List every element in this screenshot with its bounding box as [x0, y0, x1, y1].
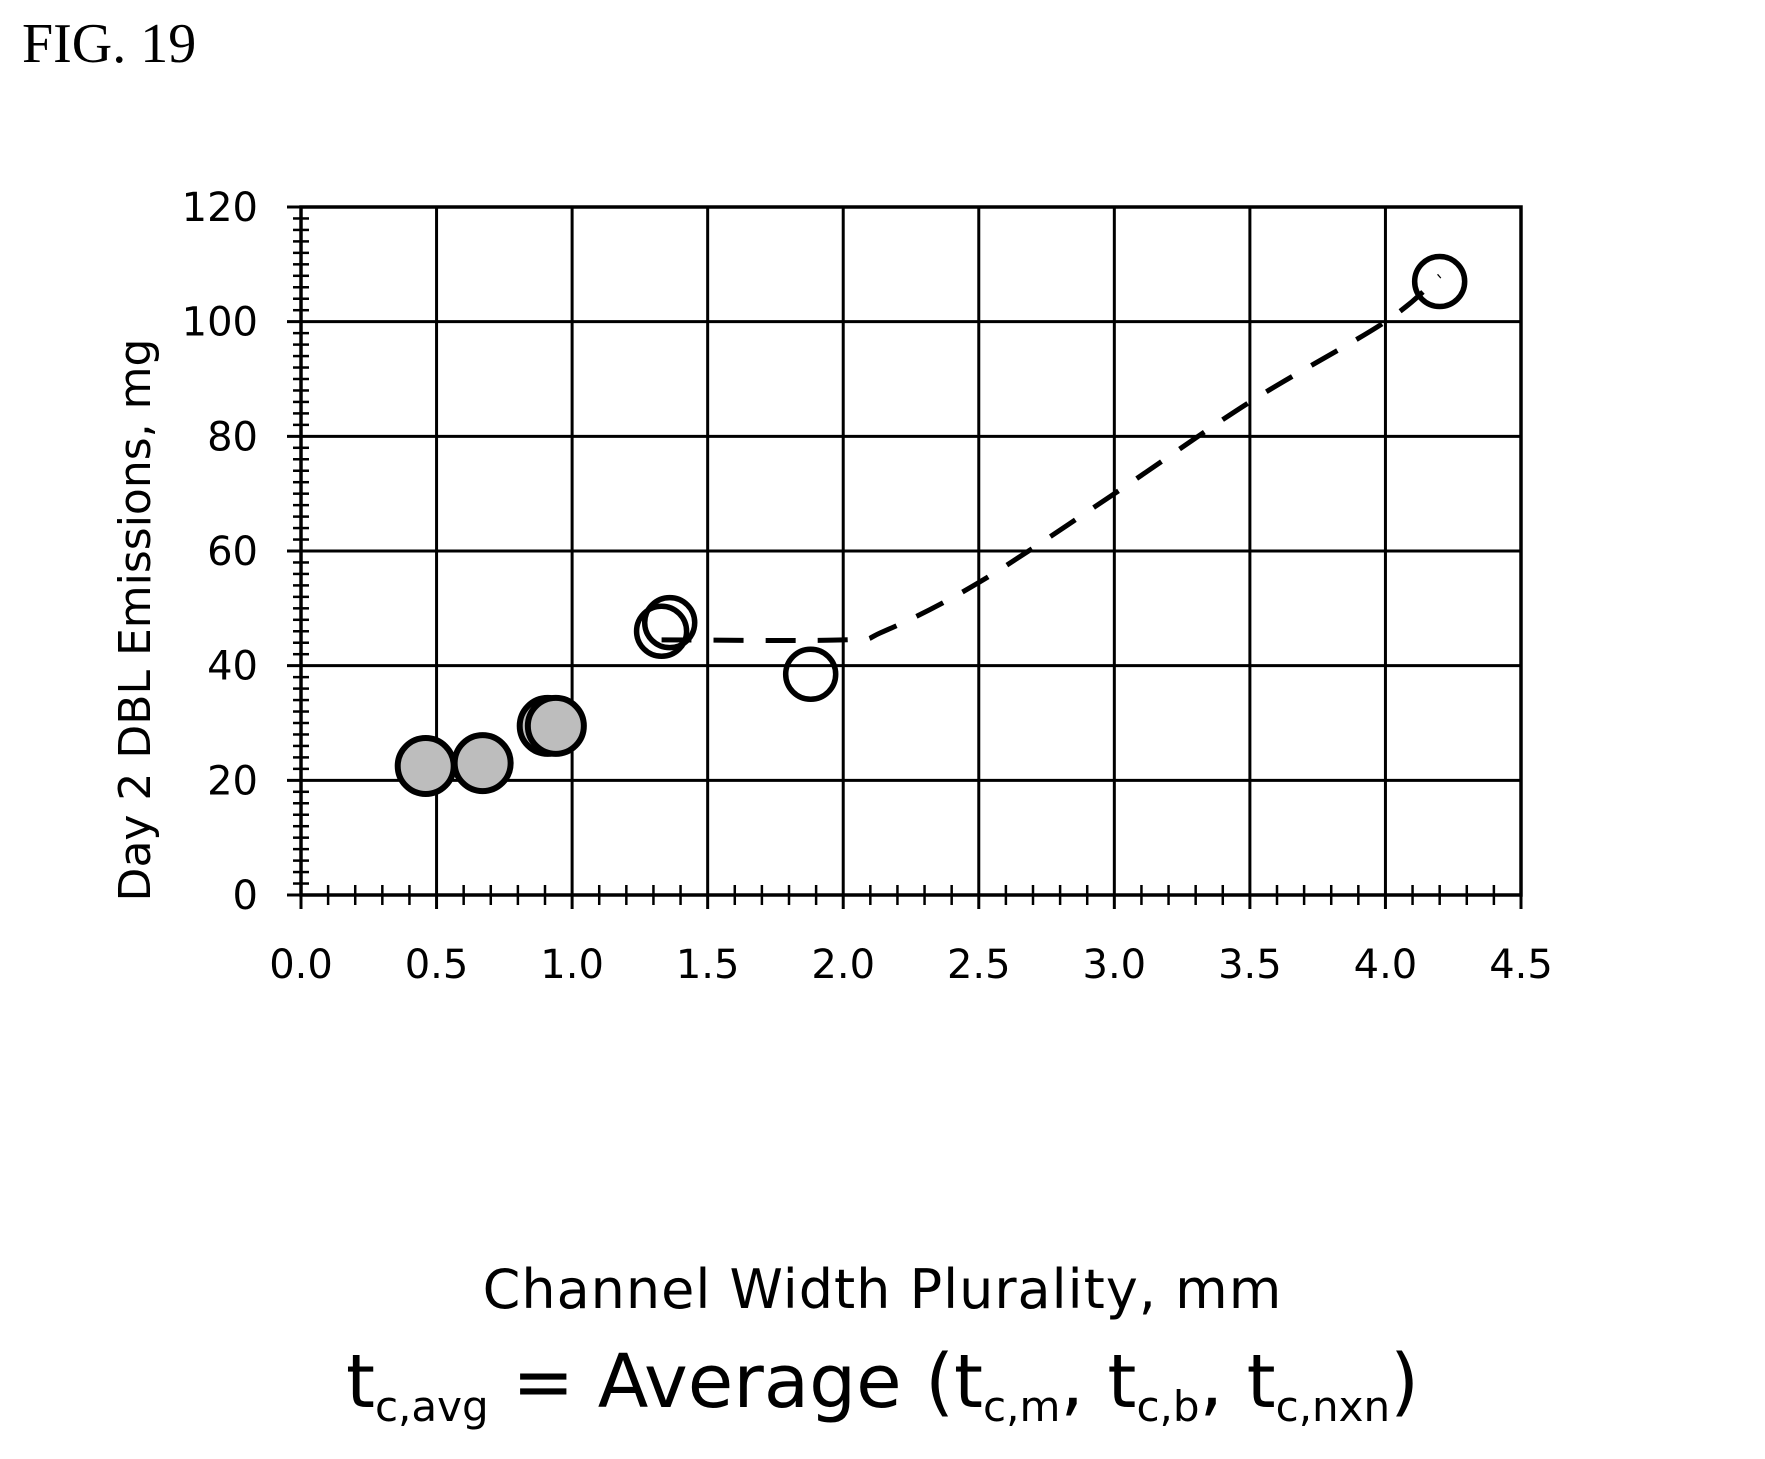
y-tick-label: 100	[182, 300, 258, 346]
y-tick-label: 0	[233, 873, 258, 919]
x-tick-label: 0.0	[269, 942, 333, 988]
data-points	[394, 253, 1468, 797]
open-data-point	[1411, 253, 1468, 310]
chart-grid	[287, 205, 1523, 909]
scatter-chart: 0.0 0.5 1.0 1.5 2.0 2.5 3.0 3.5 4.0 4.5 0 20 40 60 80…	[110, 185, 1553, 988]
x-tick-label: 1.0	[540, 942, 604, 988]
y-axis-title: Day 2 DBL Emissions, mg	[110, 339, 161, 902]
formula-separator-1: ,	[1060, 1339, 1108, 1425]
x-tick-label: 1.5	[676, 942, 740, 988]
open-data-point	[633, 603, 690, 660]
trend-line-layer	[661, 273, 1442, 644]
filled-data-point	[394, 735, 457, 797]
x-axis-title: Channel Width Plurality, mm	[482, 1258, 1283, 1321]
plot-frame	[299, 205, 1523, 897]
x-tick-label: 2.5	[947, 942, 1011, 988]
x-tick-label: 3.5	[1218, 942, 1282, 988]
formula-term-2-subscript: c,b	[1136, 1382, 1200, 1431]
y-tick-label: 40	[207, 644, 258, 690]
formula-term-1-subscript: c,m	[983, 1382, 1061, 1431]
formula-term-3: t	[1246, 1339, 1276, 1425]
formula-term-3-subscript: c,nxn	[1275, 1382, 1391, 1431]
figure-label: FIG. 19	[22, 13, 197, 75]
x-tick-label: 3.0	[1083, 942, 1147, 988]
filled-data-point	[451, 732, 514, 795]
filled-data-point	[524, 694, 587, 757]
formula-equals-average: = Average (	[488, 1339, 954, 1425]
x-tick-labels: 0.0 0.5 1.0 1.5 2.0 2.5 3.0 3.5 4.0 4.5	[269, 942, 1553, 988]
y-tick-label: 80	[207, 414, 258, 460]
x-tick-label: 2.0	[811, 942, 875, 988]
formula-term-2: t	[1107, 1339, 1137, 1425]
trend-line	[661, 273, 1442, 644]
x-tick-label: 4.0	[1354, 942, 1418, 988]
x-tick-label: 0.5	[405, 942, 469, 988]
formula-lhs: t	[345, 1339, 375, 1425]
y-tick-label: 120	[182, 185, 258, 231]
chart-axes	[299, 205, 1523, 897]
formula-term-1: t	[954, 1339, 984, 1425]
formula-close-paren: )	[1390, 1339, 1420, 1425]
formula-lhs-subscript: c,avg	[374, 1382, 489, 1431]
y-tick-label: 60	[207, 529, 258, 575]
formula: tc,avg = Average (tc,m, tc,b, tc,nxn)	[0, 1345, 1765, 1428]
y-tick-label: 20	[207, 758, 258, 804]
formula-separator-2: ,	[1199, 1339, 1247, 1425]
y-tick-labels: 0 20 40 60 80 100 120	[182, 185, 258, 919]
open-data-point	[782, 646, 839, 703]
open-data-point	[641, 594, 698, 651]
x-tick-label: 4.5	[1489, 942, 1553, 988]
